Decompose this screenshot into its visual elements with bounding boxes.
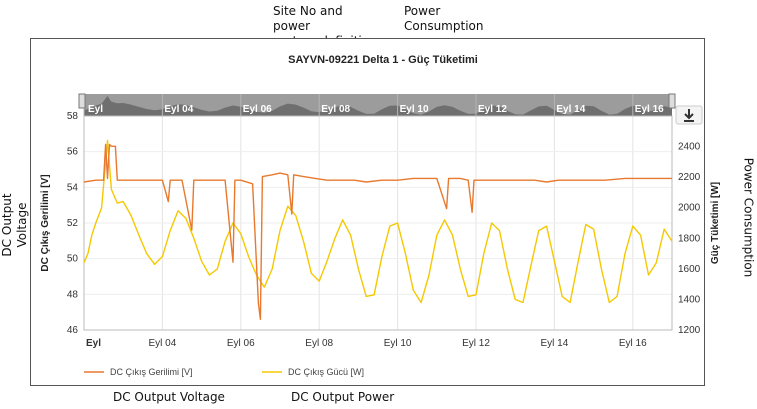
y-left-tick-2: 50	[67, 254, 79, 265]
annotation-site-line1: Site No and power	[273, 4, 343, 33]
navigator-tick-7: Eyl 16	[635, 104, 664, 115]
navigator-tick-4: Eyl 10	[400, 104, 429, 115]
y-right-axis-label: Güç Tüketimi [W]	[710, 182, 721, 264]
y-right-tick-1: 1400	[678, 294, 701, 305]
navigator-tick-6: Eyl 14	[556, 104, 585, 115]
series-layer	[83, 139, 673, 320]
x-tick-labels: Eyl Eyl 04 Eyl 06 Eyl 08 Eyl 10 Eyl 12 Eyl 14 E…	[86, 338, 647, 349]
navigator-area	[84, 96, 672, 116]
x-tick-6: Eyl 14	[541, 338, 569, 349]
navigator-tick-5: Eyl 12	[478, 104, 507, 115]
annotation-power-consumption-top: Power Consumption	[404, 4, 494, 34]
y-right-tick-5: 2200	[678, 172, 701, 183]
navigator-tick-0: Eyl	[88, 104, 103, 115]
legend: DC Çıkış Gerilimi [V] DC Çıkış Gücü [W]	[84, 367, 364, 377]
navigator-tick-2: Eyl 06	[243, 104, 272, 115]
series-line-dc-voltage	[83, 143, 672, 320]
x-tick-3: Eyl 08	[305, 338, 333, 349]
y-right-tick-0: 1200	[678, 325, 701, 336]
y-right-tick-3: 1800	[678, 233, 701, 244]
legend-item-voltage[interactable]: DC Çıkış Gerilimi [V]	[84, 367, 193, 377]
navigator-tick-1: Eyl 04	[164, 104, 193, 115]
x-tick-2: Eyl 06	[227, 338, 255, 349]
series-line-dc-power	[83, 139, 673, 304]
navigator[interactable]: Eyl Eyl 04 Eyl 06 Eyl 08 Eyl 10 Eyl 12 Eyl 14 E…	[78, 93, 676, 116]
annotation-dc-output-voltage-bottom: DC Output Voltage	[113, 390, 225, 404]
navigator-ticks: Eyl Eyl 04 Eyl 06 Eyl 08 Eyl 10 Eyl 12 Eyl 14 E…	[83, 94, 664, 116]
y-left-tick-0: 46	[67, 325, 79, 336]
annotation-power-line2: Consumption	[404, 19, 484, 33]
x-tick-4: Eyl 10	[384, 338, 412, 349]
export-button[interactable]	[675, 105, 703, 125]
y-right-tick-4: 2000	[678, 203, 701, 214]
legend-label-voltage: DC Çıkış Gerilimi [V]	[110, 367, 193, 377]
plot-area	[83, 115, 673, 331]
legend-label-power: DC Çıkış Gücü [W]	[288, 367, 364, 377]
chart-grid	[83, 115, 672, 331]
navigator-handle-right[interactable]	[668, 93, 676, 109]
x-tick-0: Eyl	[86, 338, 101, 349]
x-tick-1: Eyl 04	[149, 338, 177, 349]
y-left-tick-labels: 46 48 50 52 54 56 58	[67, 111, 79, 336]
x-tick-7: Eyl 16	[619, 338, 647, 349]
y-left-tick-3: 52	[67, 218, 79, 229]
y-right-tick-2: 1600	[678, 264, 701, 275]
chart-title: SAYVN-09221 Delta 1 - Güç Tüketimi	[288, 54, 478, 66]
annotation-dc-output-power-bottom: DC Output Power	[291, 390, 395, 404]
x-tick-5: Eyl 12	[462, 338, 490, 349]
navigator-handle-left[interactable]	[78, 93, 86, 109]
y-left-tick-1: 48	[67, 289, 79, 300]
annotation-power-line1: Power	[404, 4, 441, 18]
y-left-tick-5: 56	[67, 147, 79, 158]
download-icon	[684, 109, 694, 122]
y-right-tick-labels: 1200 1400 1600 1800 2000 2200 2400	[678, 142, 701, 336]
y-left-tick-4: 54	[67, 182, 79, 193]
y-right-tick-6: 2400	[678, 142, 701, 153]
y-left-tick-6: 58	[67, 111, 79, 122]
navigator-tick-3: Eyl 08	[321, 104, 350, 115]
legend-item-power[interactable]: DC Çıkış Gücü [W]	[262, 367, 364, 377]
y-left-axis-label: DC Çıkış Gerilimi [V]	[40, 174, 51, 271]
